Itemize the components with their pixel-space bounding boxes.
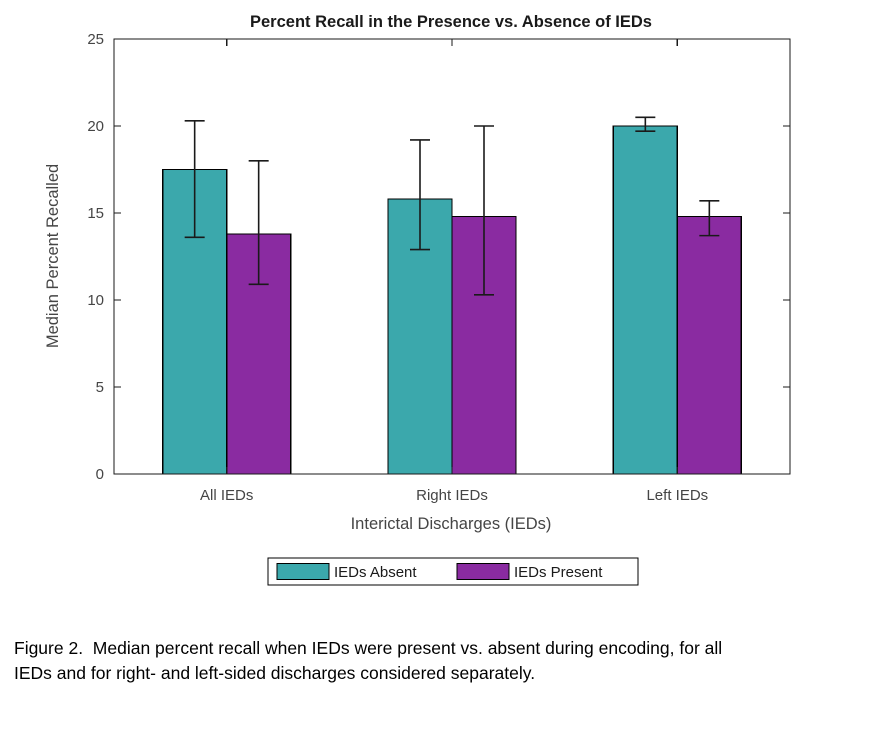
legend-label-absent: IEDs Absent [334, 564, 417, 581]
y-tick-label-20: 20 [87, 118, 104, 135]
legend-swatch-absent [276, 562, 330, 581]
legend-swatch-present [456, 562, 510, 581]
y-tick-label-10: 10 [87, 292, 104, 309]
caption-line-1: Figure 2. Median percent recall when IED… [14, 638, 723, 658]
y-tick-label-15: 15 [87, 205, 104, 222]
y-tick-label-25: 25 [87, 31, 104, 48]
x-tick-label-0: All IEDs [200, 487, 253, 504]
chart-title: Percent Recall in the Presence vs. Absen… [250, 13, 652, 31]
x-tick-label-1: Right IEDs [416, 487, 488, 504]
bar-absent-2 [612, 125, 678, 475]
bar-present-2 [676, 215, 742, 475]
caption-line-2: IEDs and for right- and left-sided disch… [14, 663, 536, 683]
legend-label-present: IEDs Present [514, 564, 603, 581]
x-axis-label: Interictal Discharges (IEDs) [351, 515, 552, 533]
bar-chart: Percent Recall in the Presence vs. Absen… [44, 13, 791, 586]
x-tick-label-2: Left IEDs [646, 487, 708, 504]
figure-caption: Figure 2. Median percent recall when IED… [14, 636, 874, 686]
y-axis-label: Median Percent Recalled [44, 164, 62, 348]
legend-box [267, 557, 639, 586]
chart-canvas: Percent Recall in the Presence vs. Absen… [44, 13, 791, 586]
y-tick-label-5: 5 [96, 379, 104, 396]
y-tick-label-0: 0 [96, 466, 104, 483]
